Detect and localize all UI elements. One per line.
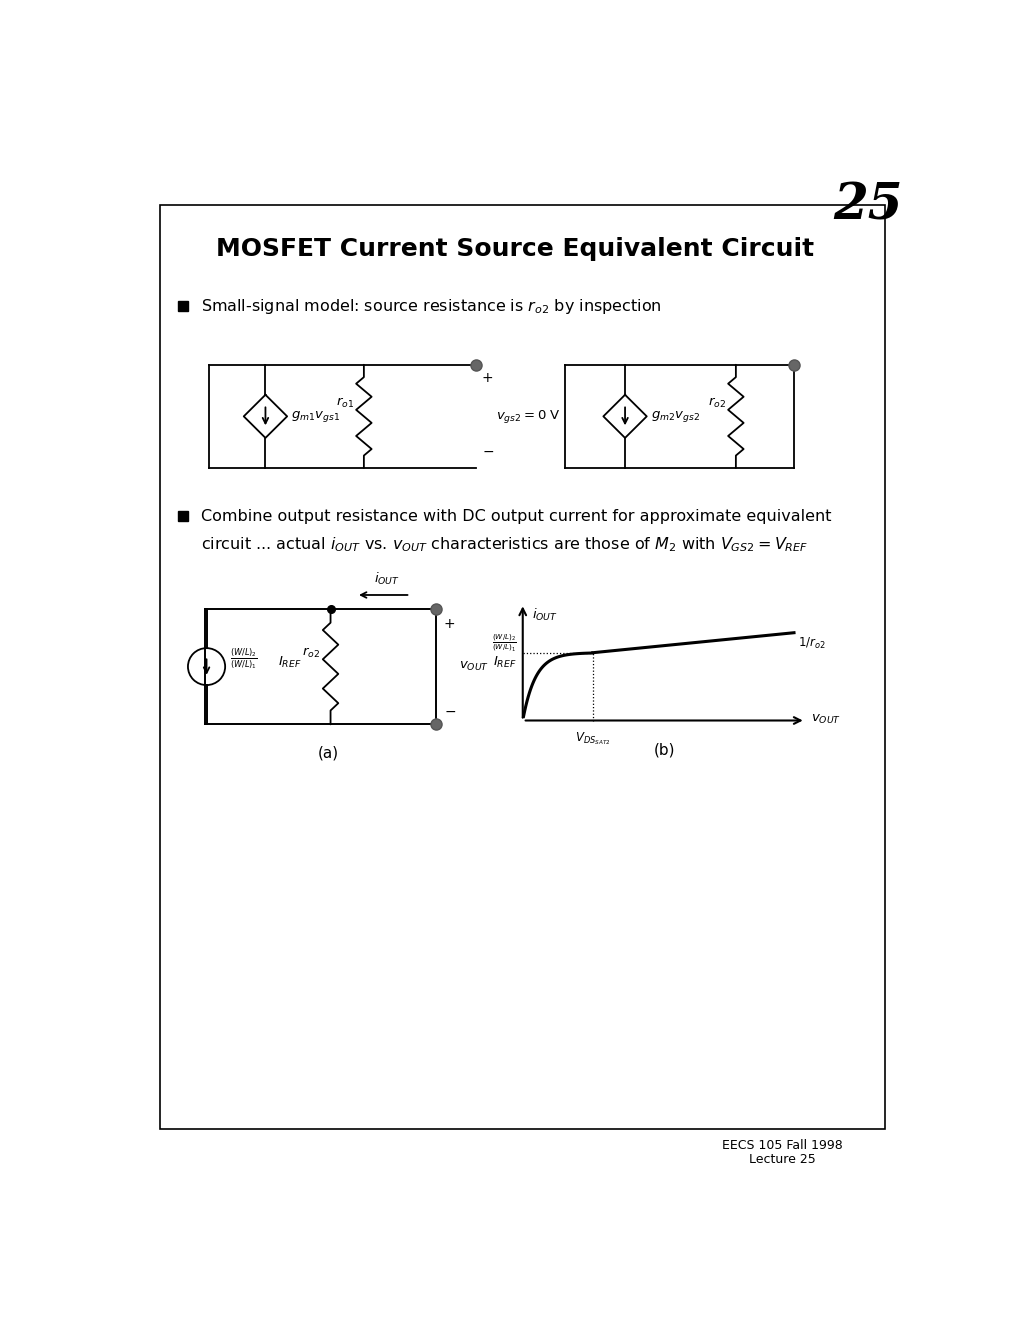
Text: MOSFET Current Source Equivalent Circuit: MOSFET Current Source Equivalent Circuit	[216, 238, 813, 261]
Text: (b): (b)	[653, 742, 675, 758]
Text: Lecture 25: Lecture 25	[748, 1152, 815, 1166]
Text: $\frac{(W/L)_2}{(W/L)_1}$: $\frac{(W/L)_2}{(W/L)_1}$	[229, 647, 258, 671]
Text: $r_{o2}$: $r_{o2}$	[707, 396, 726, 409]
Text: 25: 25	[833, 182, 902, 231]
Text: Small-signal model: source resistance is $r_{o2}$ by inspection: Small-signal model: source resistance is…	[201, 297, 661, 315]
Text: $v_{OUT}$: $v_{OUT}$	[810, 713, 841, 726]
Text: $r_{o1}$: $r_{o1}$	[335, 396, 354, 409]
Text: $r_{o2}$: $r_{o2}$	[303, 645, 320, 660]
Text: $i_{OUT}$: $i_{OUT}$	[374, 572, 399, 587]
Text: $I_{REF}$: $I_{REF}$	[277, 655, 302, 671]
Text: $g_{m2}v_{gs2}$: $g_{m2}v_{gs2}$	[650, 409, 699, 424]
Text: $g_{m1}v_{gs1}$: $g_{m1}v_{gs1}$	[290, 409, 340, 424]
Text: circuit ... actual $i_{OUT}$ vs. $v_{OUT}$ characteristics are those of $M_2$ wi: circuit ... actual $i_{OUT}$ vs. $v_{OUT…	[201, 536, 808, 554]
Text: $\frac{(W/L)_2}{(W/L)_1}$: $\frac{(W/L)_2}{(W/L)_1}$	[491, 632, 516, 655]
Text: +: +	[443, 616, 454, 631]
Text: EECS 105 Fall 1998: EECS 105 Fall 1998	[721, 1139, 842, 1152]
Text: Combine output resistance with DC output current for approximate equivalent: Combine output resistance with DC output…	[201, 510, 830, 524]
Text: $-$: $-$	[481, 444, 493, 458]
Text: $v_{OUT}$: $v_{OUT}$	[459, 660, 489, 673]
Text: $-$: $-$	[443, 704, 455, 718]
Text: (a): (a)	[317, 746, 338, 760]
Text: $v_{gs2} = 0\ \mathrm{V}$: $v_{gs2} = 0\ \mathrm{V}$	[495, 408, 559, 425]
Text: $V_{DS_{SAT2}}$: $V_{DS_{SAT2}}$	[574, 730, 609, 747]
Text: $I_{REF}$: $I_{REF}$	[492, 655, 516, 671]
Text: $1/r_{o2}$: $1/r_{o2}$	[797, 636, 824, 651]
Text: $i_{OUT}$: $i_{OUT}$	[532, 607, 557, 623]
Text: +: +	[481, 371, 493, 385]
